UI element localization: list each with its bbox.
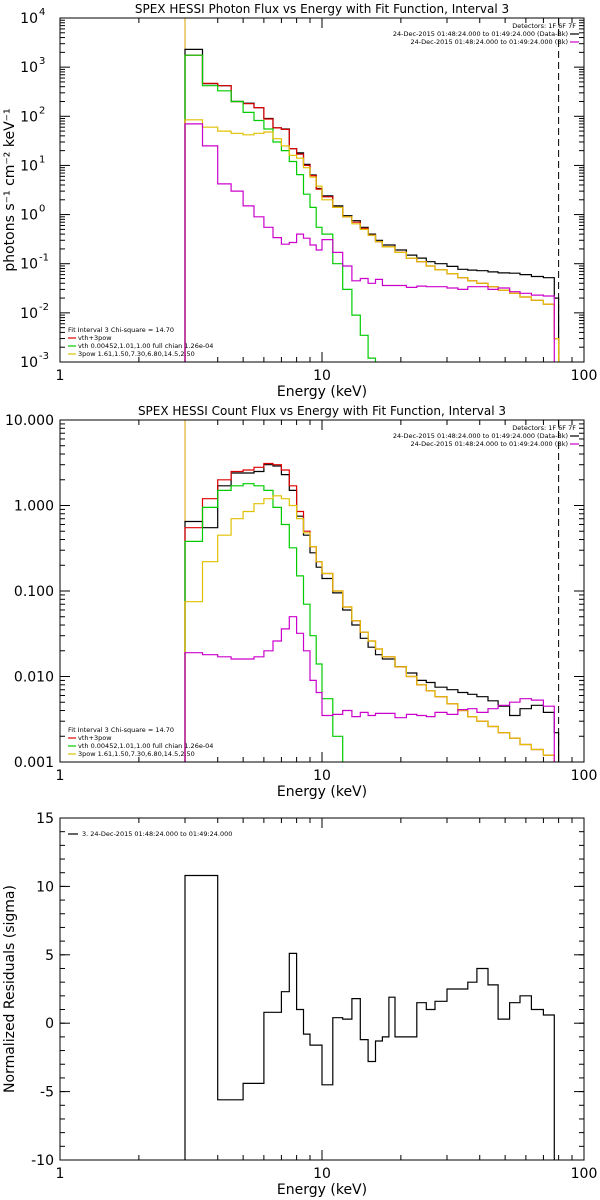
x-tick-label: 10 <box>313 768 331 784</box>
y-tick-label: 10.000 <box>5 413 54 429</box>
chart-panel-3: Energy (keV) Normalized Residuals (sigma)… <box>2 811 597 1198</box>
y-tick-label: 0.001 <box>14 755 54 771</box>
x-tick-label: 100 <box>571 368 598 384</box>
legend-entry: 24-Dec-2015 01:48:24.000 to 01:49:24.000… <box>411 38 569 46</box>
y-tick-label: 15 <box>36 811 54 827</box>
legend-entry: 3pow 1.61,1.50,7.30,6.80,14.5,2.50 <box>78 350 195 358</box>
legend-entry: vth 0.00452,1.01,1.00 full chian 1.26e-0… <box>78 742 213 750</box>
legend-entry: Fit Interval 3 Chi-square = 14.70 <box>68 726 174 734</box>
y-tick-exponent: -2 <box>39 302 49 313</box>
y-axis-label: photons s⁻¹ cm⁻² keV⁻¹ <box>2 108 18 271</box>
legend-entry: 24-Dec-2015 01:48:24.000 to 01:49:24.000… <box>393 432 568 440</box>
series-line-3 <box>184 54 377 362</box>
series-line-1 <box>184 874 560 1160</box>
y-tick-label: 10 <box>20 355 38 371</box>
y-tick-label: 10 <box>20 306 38 322</box>
x-tick-label: 1 <box>56 368 65 384</box>
chart-title: SPEX HESSI Photon Flux vs Energy with Fi… <box>135 2 509 16</box>
y-tick-exponent: 2 <box>39 105 45 116</box>
chart-title: SPEX HESSI Count Flux vs Energy with Fit… <box>138 404 506 418</box>
series-line-2 <box>184 462 555 762</box>
series-line-5 <box>184 123 555 362</box>
series-line-1 <box>184 48 560 362</box>
x-axis-label: Energy (keV) <box>277 1182 367 1198</box>
plot-frame <box>59 17 585 363</box>
x-axis-label: Energy (keV) <box>277 784 367 800</box>
legend-entry: Fit Interval 3 Chi-square = 14.70 <box>68 326 174 334</box>
y-tick-exponent: 3 <box>39 56 45 67</box>
legend-entry: 24-Dec-2015 01:48:24.000 to 01:49:24.000… <box>393 30 568 38</box>
chart-panel-1: SPEX HESSI Photon Flux vs Energy with Fi… <box>2 2 597 400</box>
y-tick-exponent: 0 <box>39 204 45 215</box>
y-tick-label: -5 <box>40 1085 54 1101</box>
y-tick-label: 10 <box>20 208 38 224</box>
y-tick-label: 10 <box>20 257 38 273</box>
legend-entry: 3pow 1.61,1.50,7.30,6.80,14.5,2.50 <box>78 750 195 758</box>
x-tick-label: 10 <box>313 1166 331 1182</box>
series-line-5 <box>184 616 555 762</box>
y-tick-label: 5 <box>45 948 54 964</box>
y-tick-label: 10 <box>20 158 38 174</box>
legend-entry: Detectors: 1F 6F 7F <box>512 424 576 432</box>
plot-frame <box>59 817 585 1161</box>
x-tick-label: 100 <box>571 768 598 784</box>
series-line-4 <box>184 495 555 762</box>
x-tick-label: 100 <box>571 1166 598 1182</box>
y-tick-label: 10 <box>36 879 54 895</box>
legend-entry: 3. 24-Dec-2015 01:48:24.000 to 01:49:24.… <box>82 830 232 838</box>
series-line-4 <box>184 119 560 362</box>
x-tick-label: 10 <box>313 368 331 384</box>
x-tick-label: 1 <box>56 1166 65 1182</box>
y-tick-label: 10 <box>20 109 38 125</box>
legend-entry: vth 0.00452,1.01,1.00 full chian 1.26e-0… <box>78 342 213 350</box>
series-line-1 <box>184 464 560 762</box>
series-group <box>184 462 560 762</box>
series-group <box>184 874 560 1160</box>
chart-panel-2: SPEX HESSI Count Flux vs Energy with Fit… <box>5 404 597 800</box>
series-line-3 <box>184 483 344 762</box>
x-axis-label: Energy (keV) <box>277 384 367 400</box>
y-tick-exponent: 1 <box>39 154 45 165</box>
y-tick-label: 1.000 <box>14 499 54 515</box>
y-tick-label: 0.100 <box>14 584 54 600</box>
y-tick-label: 10 <box>20 60 38 76</box>
legend-entry: Detectors: 1F 6F 7F <box>512 22 576 30</box>
y-axis-label: Normalized Residuals (sigma) <box>2 885 18 1093</box>
plot-frame <box>59 419 585 763</box>
x-tick-label: 1 <box>56 768 65 784</box>
y-tick-exponent: -3 <box>39 351 49 362</box>
series-group <box>184 48 560 362</box>
legend-entry: vth+3pow <box>78 734 112 742</box>
y-tick-exponent: -1 <box>39 253 49 264</box>
legend-entry: 24-Dec-2015 01:48:24.000 to 01:49:24.000… <box>411 440 569 448</box>
y-tick-label: 10 <box>20 11 38 27</box>
y-tick-label: 0.010 <box>14 670 54 686</box>
legend-entry: vth+3pow <box>78 334 112 342</box>
y-tick-label: 0 <box>45 1016 54 1032</box>
y-tick-label: -10 <box>31 1153 54 1169</box>
y-tick-exponent: 4 <box>39 7 45 18</box>
